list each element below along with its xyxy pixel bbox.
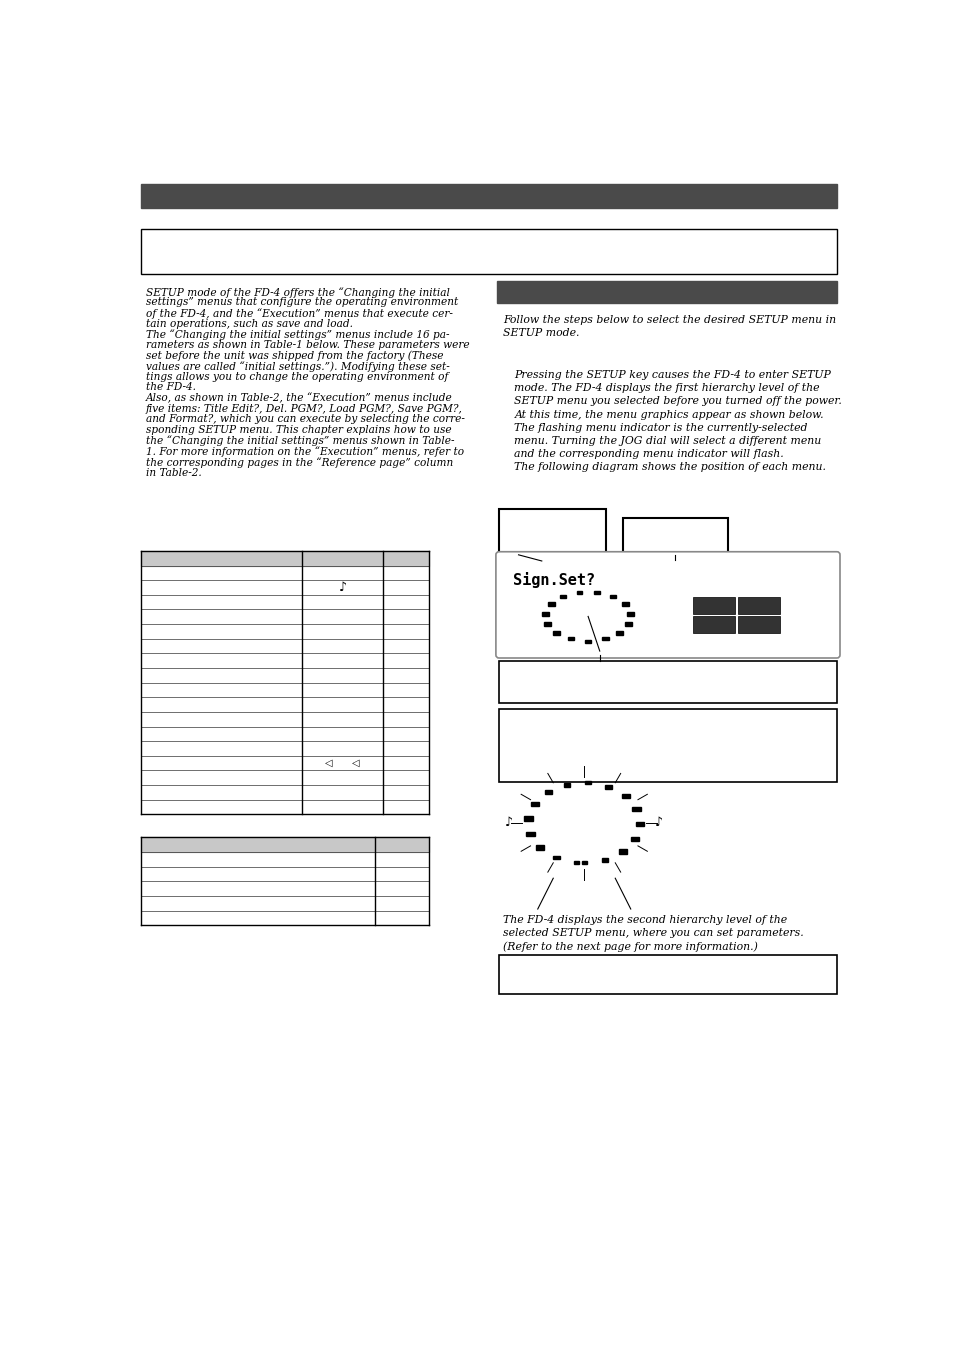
Bar bbox=[553, 631, 559, 635]
Bar bbox=[737, 616, 780, 634]
Bar bbox=[616, 631, 622, 635]
Bar bbox=[585, 639, 590, 643]
Bar bbox=[635, 821, 643, 827]
Bar bbox=[530, 801, 538, 807]
Text: tings allows you to change the operating environment of: tings allows you to change the operating… bbox=[146, 372, 448, 382]
Bar bbox=[498, 508, 605, 561]
Bar bbox=[594, 590, 599, 594]
Bar bbox=[543, 621, 551, 626]
Text: ◁: ◁ bbox=[325, 758, 333, 769]
Bar bbox=[601, 858, 608, 862]
Bar bbox=[621, 793, 629, 798]
Bar bbox=[609, 594, 616, 598]
Bar bbox=[541, 612, 549, 616]
Text: Sign.Set?: Sign.Set? bbox=[513, 571, 595, 588]
Bar bbox=[547, 603, 554, 607]
Text: of the FD-4, and the “Execution” menus that execute cer-: of the FD-4, and the “Execution” menus t… bbox=[146, 308, 452, 319]
Bar bbox=[624, 621, 632, 626]
Bar bbox=[626, 612, 634, 616]
Text: set before the unit was shipped from the factory (These: set before the unit was shipped from the… bbox=[146, 351, 442, 361]
Text: the FD-4.: the FD-4. bbox=[146, 382, 195, 393]
Text: The “Changing the initial settings” menus include 16 pa-: The “Changing the initial settings” menu… bbox=[146, 330, 449, 340]
Text: settings” menus that configure the operating environment: settings” menus that configure the opera… bbox=[146, 297, 457, 308]
Text: the corresponding pages in the “Reference page” column: the corresponding pages in the “Referenc… bbox=[146, 457, 453, 467]
Bar bbox=[141, 838, 429, 852]
Text: tain operations, such as save and load.: tain operations, such as save and load. bbox=[146, 319, 353, 328]
FancyBboxPatch shape bbox=[141, 230, 836, 274]
Bar bbox=[567, 638, 574, 640]
Bar bbox=[498, 661, 836, 704]
Text: ◁: ◁ bbox=[352, 758, 359, 769]
Bar bbox=[141, 551, 429, 566]
Bar bbox=[630, 836, 639, 842]
Bar bbox=[498, 709, 836, 782]
Bar bbox=[576, 590, 581, 594]
Text: SETUP mode of the FD-4 offers the “Changing the initial: SETUP mode of the FD-4 offers the “Chang… bbox=[146, 286, 449, 297]
Bar bbox=[497, 281, 836, 303]
Bar bbox=[553, 855, 559, 859]
Bar bbox=[692, 616, 735, 634]
Bar bbox=[581, 862, 586, 865]
Text: five items: Title Edit?, Del. PGM?, Load PGM?, Save PGM?,: five items: Title Edit?, Del. PGM?, Load… bbox=[146, 404, 462, 413]
Bar bbox=[524, 816, 533, 821]
Bar bbox=[544, 790, 552, 794]
Bar bbox=[559, 594, 565, 598]
Bar bbox=[585, 781, 590, 785]
Bar bbox=[563, 782, 570, 786]
Text: Pressing the SETUP key causes the FD-4 to enter SETUP
mode. The FD-4 displays th: Pressing the SETUP key causes the FD-4 t… bbox=[514, 370, 841, 473]
Bar bbox=[526, 831, 535, 836]
Text: 1. For more information on the “Execution” menus, refer to: 1. For more information on the “Executio… bbox=[146, 446, 463, 457]
Text: the “Changing the initial settings” menus shown in Table-: the “Changing the initial settings” menu… bbox=[146, 435, 454, 446]
Bar bbox=[141, 184, 836, 208]
Text: sponding SETUP menu. This chapter explains how to use: sponding SETUP menu. This chapter explai… bbox=[146, 426, 451, 435]
Text: values are called “initial settings.”). Modifying these set-: values are called “initial settings.”). … bbox=[146, 361, 449, 372]
Text: ♪: ♪ bbox=[655, 816, 662, 830]
Text: rameters as shown in Table-1 below. These parameters were: rameters as shown in Table-1 below. Thes… bbox=[146, 340, 469, 350]
Bar bbox=[536, 846, 543, 850]
Text: Also, as shown in Table-2, the “Execution” menus include: Also, as shown in Table-2, the “Executio… bbox=[146, 393, 452, 404]
Bar bbox=[632, 807, 640, 812]
Bar bbox=[621, 603, 628, 607]
FancyBboxPatch shape bbox=[496, 551, 840, 658]
Bar bbox=[737, 597, 780, 615]
Text: The FD-4 displays the second hierarchy level of the
selected SETUP menu, where y: The FD-4 displays the second hierarchy l… bbox=[502, 915, 802, 952]
Bar bbox=[604, 785, 612, 789]
Bar bbox=[692, 597, 735, 615]
Bar bbox=[618, 850, 626, 854]
Text: and Format?, which you can execute by selecting the corre-: and Format?, which you can execute by se… bbox=[146, 415, 464, 424]
Bar bbox=[601, 638, 608, 640]
Bar bbox=[622, 517, 727, 561]
Text: in Table-2.: in Table-2. bbox=[146, 467, 201, 477]
Text: ♪: ♪ bbox=[338, 581, 346, 594]
Text: ♪: ♪ bbox=[504, 816, 513, 830]
Bar bbox=[498, 955, 836, 994]
Text: Follow the steps below to select the desired SETUP menu in
SETUP mode.: Follow the steps below to select the des… bbox=[502, 315, 835, 338]
Bar bbox=[573, 861, 578, 865]
